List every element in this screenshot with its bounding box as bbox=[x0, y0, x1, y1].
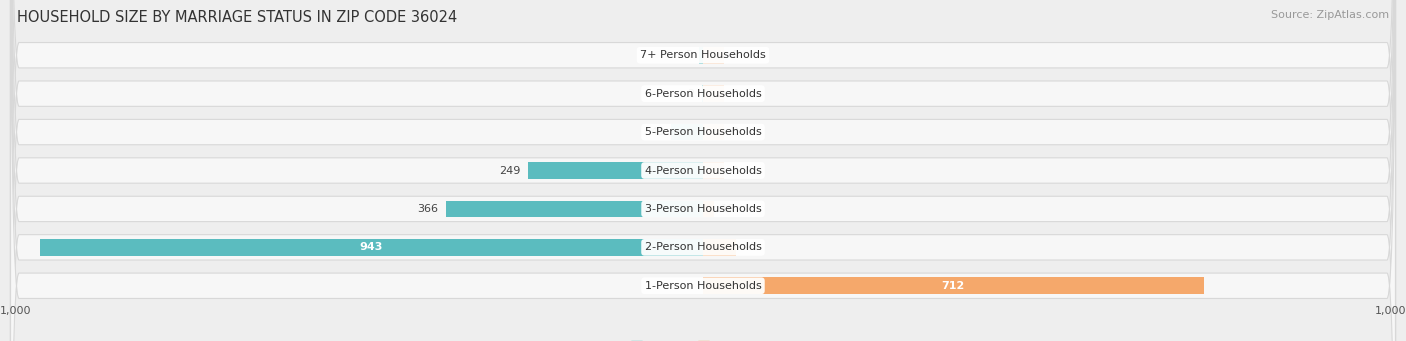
Text: 1-Person Households: 1-Person Households bbox=[644, 281, 762, 291]
FancyBboxPatch shape bbox=[10, 0, 1395, 341]
Text: 1,000: 1,000 bbox=[1375, 306, 1406, 316]
Text: 47: 47 bbox=[744, 242, 758, 252]
Bar bbox=[446, 201, 703, 217]
Text: 0: 0 bbox=[731, 50, 738, 60]
FancyBboxPatch shape bbox=[10, 0, 1395, 341]
Bar bbox=[672, 124, 703, 140]
Text: HOUSEHOLD SIZE BY MARRIAGE STATUS IN ZIP CODE 36024: HOUSEHOLD SIZE BY MARRIAGE STATUS IN ZIP… bbox=[17, 10, 457, 25]
Bar bbox=[703, 239, 737, 256]
FancyBboxPatch shape bbox=[10, 0, 1395, 341]
Bar bbox=[703, 47, 724, 63]
Bar bbox=[39, 239, 703, 256]
Bar bbox=[703, 278, 1204, 294]
FancyBboxPatch shape bbox=[10, 0, 1395, 341]
Bar bbox=[703, 124, 724, 140]
Text: 16: 16 bbox=[721, 204, 735, 214]
Bar bbox=[703, 85, 724, 102]
Text: 943: 943 bbox=[360, 242, 384, 252]
Text: 1,000: 1,000 bbox=[0, 306, 31, 316]
Text: 7+ Person Households: 7+ Person Households bbox=[640, 50, 766, 60]
Text: 5: 5 bbox=[686, 50, 693, 60]
FancyBboxPatch shape bbox=[10, 0, 1395, 341]
Text: 2-Person Households: 2-Person Households bbox=[644, 242, 762, 252]
Text: 2: 2 bbox=[688, 89, 695, 99]
Bar bbox=[703, 201, 714, 217]
Text: 249: 249 bbox=[499, 165, 520, 176]
Text: 0: 0 bbox=[731, 89, 738, 99]
Text: 4-Person Households: 4-Person Households bbox=[644, 165, 762, 176]
Text: Source: ZipAtlas.com: Source: ZipAtlas.com bbox=[1271, 10, 1389, 20]
FancyBboxPatch shape bbox=[10, 0, 1395, 341]
Text: 0: 0 bbox=[731, 127, 738, 137]
Text: 0: 0 bbox=[731, 165, 738, 176]
Text: 5-Person Households: 5-Person Households bbox=[644, 127, 762, 137]
Text: 45: 45 bbox=[650, 127, 665, 137]
Text: 3-Person Households: 3-Person Households bbox=[644, 204, 762, 214]
FancyBboxPatch shape bbox=[10, 0, 1395, 341]
Bar bbox=[700, 47, 703, 63]
Text: 712: 712 bbox=[942, 281, 965, 291]
Bar bbox=[529, 162, 703, 179]
Text: 6-Person Households: 6-Person Households bbox=[644, 89, 762, 99]
Bar bbox=[703, 162, 724, 179]
Text: 366: 366 bbox=[418, 204, 439, 214]
Legend: Family, Nonfamily: Family, Nonfamily bbox=[627, 337, 779, 341]
